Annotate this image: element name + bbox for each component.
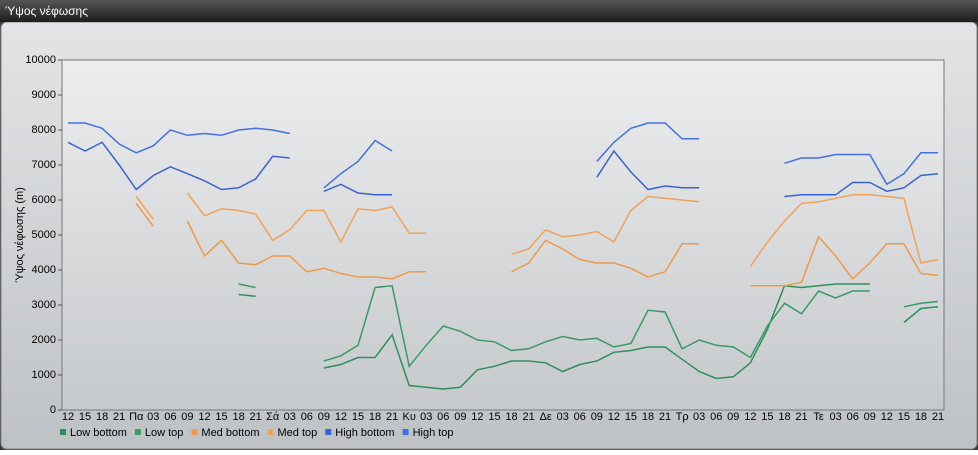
series-line [238,283,939,368]
x-tick-label: 18 [96,411,108,423]
x-tick-label: 09 [591,411,603,423]
x-tick-label: 18 [505,411,517,423]
plot-area [61,59,945,411]
y-tick-label: 5000 [32,229,56,241]
x-tick-label: 12 [335,411,347,423]
x-tick-label: 06 [437,411,449,423]
y-tick-label: 7000 [32,159,56,171]
x-tick-label: 15 [761,411,773,423]
x-tick-label: 15 [625,411,637,423]
x-tick-label: Τρ [676,411,689,423]
x-tick-label: Τε [813,411,824,423]
x-tick-label: Σά [266,411,280,423]
legend-label: Med top [278,427,318,439]
x-tick-label: 03 [147,411,159,423]
x-tick-label: 18 [778,411,790,423]
y-tick-label: 4000 [32,264,56,276]
series-line [238,283,939,390]
x-tick-label: 21 [386,411,398,423]
x-tick-label: 18 [915,411,927,423]
x-tick-label: 21 [795,411,807,423]
y-tick-label: 6000 [32,194,56,206]
x-tick-label: Δε [540,411,552,423]
x-tick-label: 03 [420,411,432,423]
x-tick-label: 12 [744,411,756,423]
x-tick-label: 12 [608,411,620,423]
x-tick-label: 15 [215,411,227,423]
legend-label: Low top [145,427,184,439]
legend-label: Low bottom [70,427,127,439]
x-tick-label: 12 [471,411,483,423]
x-tick-label: 09 [454,411,466,423]
legend-swatch [60,429,66,435]
legend-swatch [267,429,274,435]
title-bar [0,0,978,22]
x-tick-label: Κυ [402,411,415,423]
x-tick-label: 15 [898,411,910,423]
x-tick-label: 21 [932,411,944,423]
x-tick-label: 18 [369,411,381,423]
x-tick-label: 12 [881,411,893,423]
x-tick-label: 09 [318,411,330,423]
series-line [68,122,938,189]
x-tick-label: 09 [181,411,193,423]
y-tick-label: 8000 [32,124,56,136]
legend-swatch [191,429,198,435]
y-tick-label: 1000 [32,369,56,381]
x-tick-label: 06 [574,411,586,423]
x-tick-label: 12 [62,411,74,423]
series-line [135,203,939,287]
y-tick-label: 2000 [32,334,56,346]
x-tick-label: 21 [659,411,671,423]
x-tick-label: 06 [164,411,176,423]
x-tick-label: 15 [352,411,364,423]
x-tick-label: 03 [284,411,296,423]
legend-swatch [134,429,141,435]
y-tick-label: 9000 [32,89,56,101]
y-tick-label: 10000 [25,54,56,66]
legend-label: Med bottom [201,427,259,439]
legend-label: High top [413,427,454,439]
series-line [135,192,939,267]
x-tick-label: 09 [864,411,876,423]
x-tick-label: 21 [113,411,125,423]
y-tick-label: 3000 [32,299,56,311]
x-tick-label: 18 [642,411,654,423]
x-tick-label: 21 [250,411,262,423]
x-tick-label: 06 [710,411,722,423]
x-tick-label: 18 [232,411,244,423]
legend-label: High bottom [335,427,394,439]
y-axis-title: Ύψος νέφωσης (m) [14,187,26,283]
legend-swatch [402,429,409,435]
x-tick-label: 06 [847,411,859,423]
legend-swatch [325,429,332,435]
x-tick-label: 15 [488,411,500,423]
x-tick-label: Πα [129,411,144,423]
x-tick-label: 06 [301,411,313,423]
x-tick-label: 03 [693,411,705,423]
x-tick-label: 03 [557,411,569,423]
chart-title: Ύψος νέφωσης [5,4,88,18]
x-tick-label: 15 [79,411,91,423]
x-tick-label: 21 [522,411,534,423]
x-tick-label: 12 [198,411,210,423]
x-tick-label: 03 [830,411,842,423]
x-tick-label: 09 [727,411,739,423]
series-line [67,141,939,198]
y-tick-label: 0 [50,404,56,416]
